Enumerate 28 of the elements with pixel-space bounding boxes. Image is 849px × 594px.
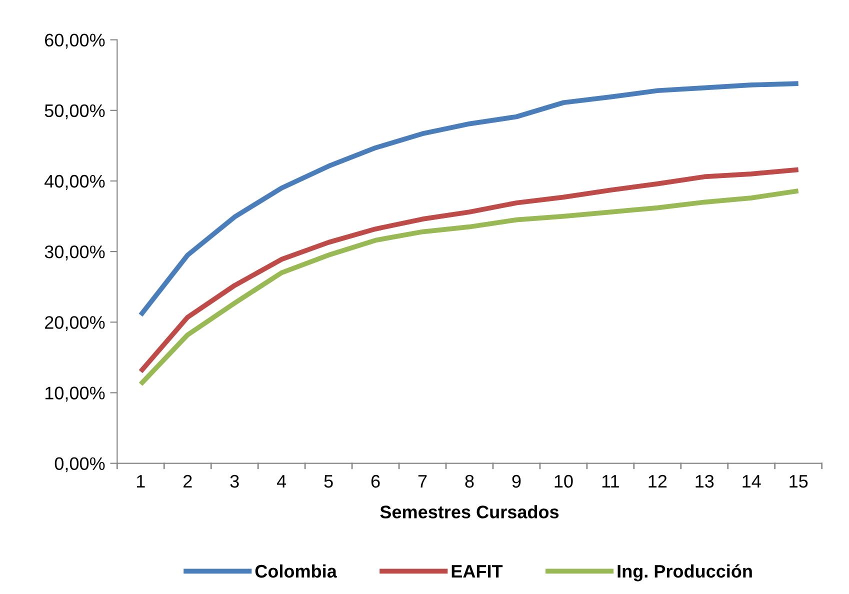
x-tick-label: 11 xyxy=(602,475,619,488)
x-tick-label: 6 xyxy=(371,474,380,488)
y-tick-label: 60,00% xyxy=(45,34,105,49)
y-tick-label: 10,00% xyxy=(46,386,105,402)
x-tick-label: 2 xyxy=(184,474,192,488)
legend-label: EAFIT xyxy=(452,565,503,578)
x-tick-label: 13 xyxy=(696,474,714,488)
x-tick-label: 4 xyxy=(276,475,286,488)
line-series xyxy=(138,188,801,387)
y-tick-label: 30,00% xyxy=(44,245,105,260)
x-tick-label: 3 xyxy=(230,474,239,488)
x-tick-label: 1 xyxy=(137,475,145,488)
x-axis-title: Semestres Cursados xyxy=(380,505,559,518)
y-tick-label: 50,00% xyxy=(44,104,105,120)
legend-label: Colombia xyxy=(255,564,338,578)
x-tick-label: 7 xyxy=(418,475,427,488)
line-series xyxy=(138,167,801,374)
x-tick-label: 10 xyxy=(554,474,573,488)
x-tick-label: 12 xyxy=(648,474,667,488)
x-tick-label: 14 xyxy=(742,475,761,488)
x-tick-label: 8 xyxy=(465,474,474,488)
y-tick-label: 40,00% xyxy=(44,174,105,190)
x-tick-label: 9 xyxy=(512,474,521,488)
legend-label: Ing. Producción xyxy=(618,564,752,582)
x-tick-label: 15 xyxy=(790,475,808,488)
x-tick-label: 5 xyxy=(324,475,333,488)
y-tick-label: 20,00% xyxy=(45,316,105,331)
y-tick-label: 0,00% xyxy=(54,457,105,472)
